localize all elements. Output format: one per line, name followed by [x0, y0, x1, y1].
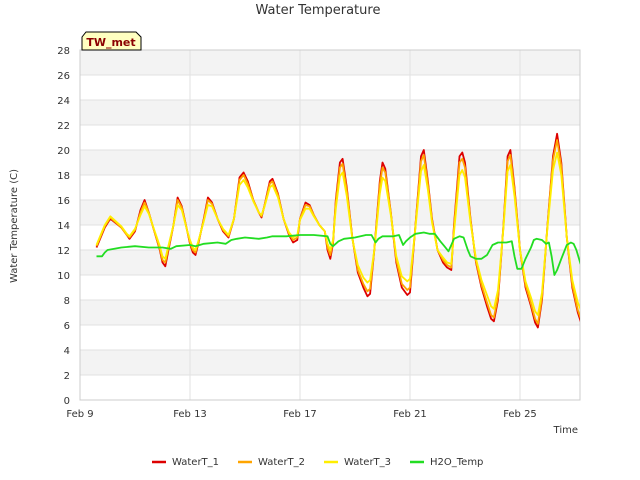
- x-axis: Feb 9 Feb 13 Feb 17 Feb 21 Feb 25: [66, 409, 536, 420]
- y-tick-label: 16: [57, 196, 70, 207]
- legend-label: WaterT_1: [172, 457, 219, 468]
- y-tick-label: 10: [57, 271, 70, 282]
- y-tick-label: 24: [57, 96, 70, 107]
- grid-band: [80, 225, 580, 250]
- x-tick-label: Feb 21: [393, 409, 427, 420]
- grid-bands: [79, 49, 580, 401]
- grid-band: [80, 150, 580, 175]
- x-tick-label: Feb 25: [503, 409, 537, 420]
- legend-label: H2O_Temp: [430, 457, 483, 468]
- y-tick-label: 0: [64, 396, 70, 407]
- y-tick-label: 12: [57, 246, 70, 257]
- legend-label: WaterT_3: [344, 457, 391, 468]
- x-tick-label: Feb 13: [173, 409, 207, 420]
- y-tick-label: 26: [57, 71, 70, 82]
- x-tick-label: Feb 9: [66, 409, 93, 420]
- y-tick-label: 14: [57, 221, 70, 232]
- y-tick-label: 2: [64, 371, 70, 382]
- grid-band: [80, 325, 580, 350]
- y-tick-label: 20: [57, 146, 70, 157]
- y-tick-label: 28: [57, 46, 70, 57]
- annotation-label: TW_met: [86, 36, 135, 49]
- y-tick-label: 6: [64, 321, 70, 332]
- annotation-box: TW_met: [81, 31, 142, 51]
- series-lines: [95, 132, 580, 329]
- grid-band: [80, 275, 580, 300]
- grid-band: [80, 75, 580, 100]
- legend-label: WaterT_2: [258, 457, 305, 468]
- legend-item: WaterT_1: [152, 457, 219, 468]
- series-line-watert-3: [95, 151, 580, 316]
- y-tick-label: 22: [57, 121, 70, 132]
- legend-item: WaterT_2: [238, 457, 305, 468]
- y-tick-label: 8: [64, 296, 70, 307]
- x-tick-label: Feb 17: [283, 409, 317, 420]
- legend-item: WaterT_3: [324, 457, 391, 468]
- x-axis-label: Time: [553, 425, 578, 436]
- y-tick-label: 4: [64, 346, 70, 357]
- plot-frame: [79, 49, 581, 401]
- y-axis-label: Water Temperature (C): [9, 169, 20, 283]
- grid-band: [80, 100, 580, 125]
- chart-title: Water Temperature: [256, 3, 381, 18]
- legend-item: H2O_Temp: [410, 457, 483, 468]
- series-line-h2o-temp: [96, 231, 580, 276]
- y-tick-label: 18: [57, 171, 70, 182]
- grid-band: [80, 175, 580, 200]
- grid-band: [80, 300, 580, 325]
- grid-band: [80, 50, 580, 75]
- legend: WaterT_1 WaterT_2 WaterT_3 H2O_Temp: [152, 457, 483, 468]
- grid-band: [80, 200, 580, 225]
- grid-band: [80, 125, 580, 150]
- grid-band: [80, 375, 580, 400]
- grid-band: [80, 350, 580, 375]
